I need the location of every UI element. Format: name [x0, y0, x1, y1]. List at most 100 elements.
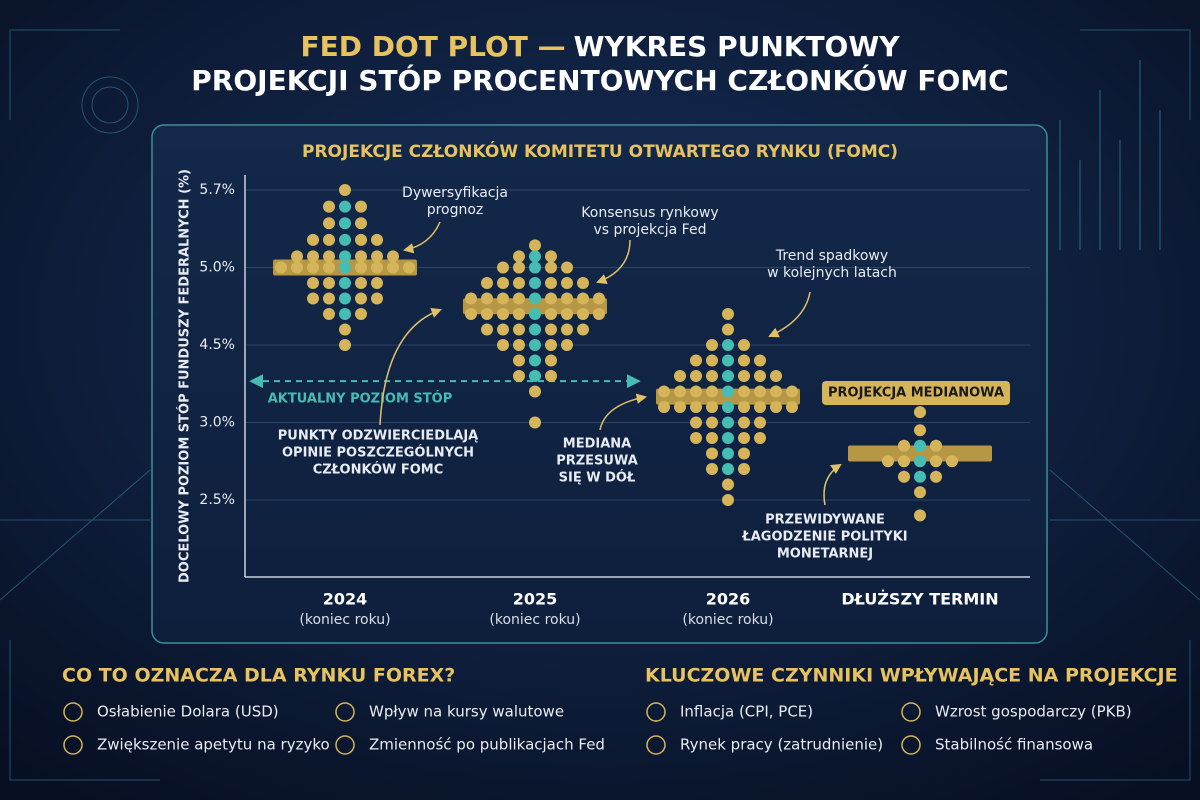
dot — [529, 385, 541, 398]
dot — [674, 370, 686, 382]
dot — [738, 416, 750, 429]
dot — [770, 370, 782, 382]
dot — [561, 323, 573, 336]
dot — [497, 308, 509, 320]
dot — [722, 370, 734, 382]
dot — [561, 292, 573, 305]
annotation: CZŁONKÓW FOMC — [313, 462, 444, 478]
dot — [307, 292, 319, 305]
dot — [307, 261, 319, 274]
dot — [914, 406, 926, 419]
dot — [690, 370, 702, 382]
dot — [898, 455, 910, 468]
dot — [529, 416, 541, 429]
dot — [497, 261, 509, 274]
dot — [513, 323, 525, 336]
dot — [545, 339, 557, 351]
dot — [339, 292, 351, 305]
dot — [754, 432, 766, 444]
dot — [593, 292, 605, 305]
x-tick-label: 2024 — [323, 590, 368, 609]
dot — [545, 292, 557, 305]
dot — [371, 292, 383, 305]
dot — [513, 250, 525, 263]
dot — [323, 292, 335, 305]
item-icon — [63, 702, 83, 722]
dot — [545, 354, 557, 367]
page-title-line: PROJEKCJI STÓP PROCENTOWYCH CZŁONKÓW FOM… — [191, 63, 1008, 97]
item-icon — [63, 735, 83, 755]
y-tick-label: 4.5% — [199, 337, 235, 353]
dot — [371, 277, 383, 289]
x-tick-label: 2026 — [706, 590, 751, 609]
y-tick-label: 2.5% — [199, 492, 235, 508]
dot — [497, 323, 509, 336]
dot — [706, 432, 718, 444]
dot — [593, 308, 605, 320]
dot — [339, 277, 351, 289]
dot — [577, 308, 589, 320]
annotation: vs projekcja Fed — [594, 222, 707, 238]
dot — [914, 424, 926, 437]
dot — [914, 470, 926, 483]
dot — [323, 308, 335, 320]
dot — [690, 385, 702, 398]
dot — [529, 239, 541, 252]
dot — [690, 401, 702, 413]
dot — [738, 432, 750, 444]
dot — [323, 250, 335, 263]
dot — [770, 385, 782, 398]
dot — [323, 233, 335, 246]
dot — [545, 277, 557, 289]
title-accent: FED DOT PLOT — — [300, 30, 565, 63]
annotation: MEDIANA — [563, 437, 631, 452]
dot — [513, 261, 525, 274]
dot — [529, 339, 541, 351]
bottom-section: CO TO OZNACZA DLA RYNKU FOREX? KLUCZOWE … — [62, 665, 1178, 755]
dot — [738, 370, 750, 382]
dot — [738, 339, 750, 351]
y-tick-label: 5.7% — [199, 182, 235, 198]
dot — [706, 370, 718, 382]
dot — [465, 292, 477, 305]
dot — [658, 401, 670, 413]
dot — [722, 416, 734, 429]
dot — [946, 455, 958, 468]
dot — [754, 370, 766, 382]
dot — [529, 308, 541, 320]
y-axis-label: DOCELOWY POZIOM STÓP FUNDUSZY FEDERALNYC… — [177, 169, 193, 583]
dot — [882, 455, 894, 468]
dot — [355, 217, 367, 230]
dot — [513, 277, 525, 289]
plot: 2.5% 3.0% 4.5% 5.0% 5.7% AKTUALNY POZIOM STÓP… — [199, 175, 1030, 628]
dot — [497, 292, 509, 305]
dot — [706, 339, 718, 351]
dot — [339, 261, 351, 274]
annotation: prognoz — [427, 202, 484, 218]
dot — [529, 277, 541, 289]
dot — [706, 447, 718, 460]
dot — [754, 416, 766, 429]
dot — [355, 233, 367, 246]
dot — [930, 439, 942, 452]
dot — [770, 401, 782, 413]
annotation: w kolejnych latach — [767, 265, 897, 281]
dot — [561, 277, 573, 289]
x-tick-note: (koniec roku) — [682, 612, 773, 628]
dot — [529, 354, 541, 367]
annotation: MONETARNEJ — [777, 547, 873, 562]
dot — [690, 416, 702, 429]
dot — [371, 261, 383, 274]
current-rate-label: AKTUALNY POZIOM STÓP — [268, 391, 453, 407]
dot — [722, 432, 734, 444]
dot — [481, 323, 493, 336]
dot — [355, 250, 367, 263]
annotation: PRZEWIDYWANE — [765, 513, 885, 528]
dot — [355, 261, 367, 274]
item-icon — [335, 735, 355, 755]
dot — [529, 323, 541, 336]
item-icon — [901, 702, 921, 722]
dot — [786, 385, 798, 398]
arrows — [379, 221, 842, 506]
dot — [513, 292, 525, 305]
